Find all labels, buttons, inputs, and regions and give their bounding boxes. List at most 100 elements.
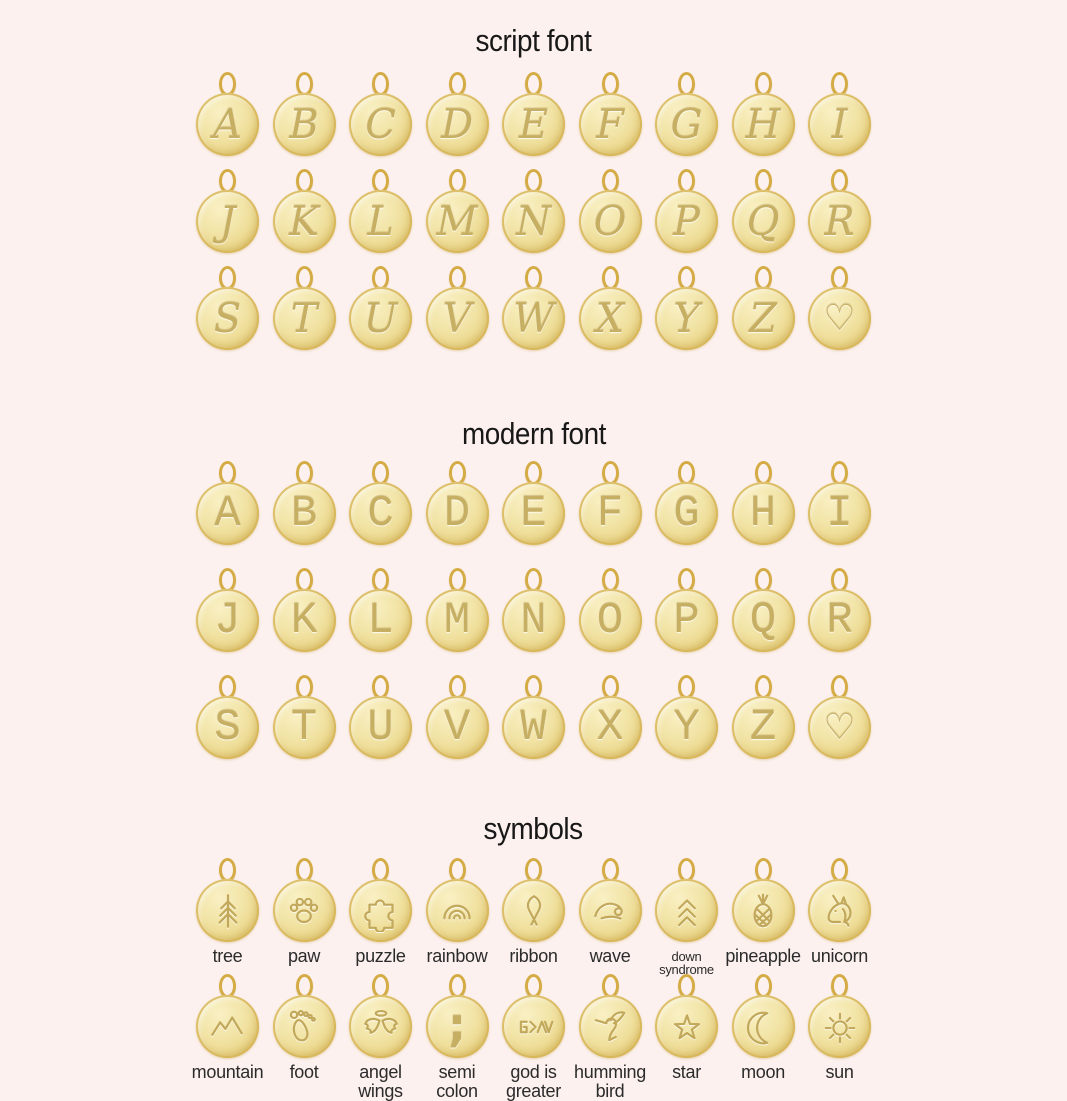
- charm: paw: [266, 858, 343, 972]
- charm: V: [419, 675, 496, 759]
- charm: K: [266, 169, 343, 253]
- charm-disc: I: [808, 93, 871, 156]
- symbol-label: rainbow: [426, 946, 488, 966]
- charm-grid-symbols: tree paw puzzle rainbow ribbon wave down syndr…: [189, 858, 878, 1101]
- charm-disc: N: [502, 589, 565, 652]
- charm: H: [725, 461, 802, 545]
- charm-disc: A: [196, 482, 259, 545]
- charm: Y: [648, 266, 725, 350]
- charm-disc: Z: [731, 696, 795, 759]
- charm-disc: L: [349, 589, 412, 652]
- section-title: symbols: [483, 811, 584, 846]
- charm-disc: [502, 995, 565, 1058]
- charm: wave: [572, 858, 649, 972]
- charm-grid-modern: A B C D E F G H I J K L M N O P Q R S T U V W X Y Z ♡: [189, 461, 878, 782]
- charm: J: [189, 568, 266, 652]
- god-is-greater-icon: [519, 1020, 553, 1033]
- charm-disc: J: [196, 589, 259, 652]
- engraved-letter: M: [443, 595, 471, 646]
- engraved-letter: O: [593, 198, 627, 245]
- charm-disc: B: [272, 482, 336, 545]
- symbol-label: sun: [825, 1062, 854, 1082]
- symbol-label: star: [672, 1062, 701, 1082]
- charm: R: [801, 169, 878, 253]
- charm-disc: R: [808, 190, 871, 253]
- charm-disc: [731, 879, 795, 942]
- charm-disc: ;: [425, 995, 489, 1058]
- symbol-label: foot: [289, 1062, 319, 1082]
- symbol-label: semi colon: [436, 1062, 478, 1101]
- charm: sun: [801, 974, 878, 1085]
- mountain-icon: [210, 1015, 243, 1036]
- charm-disc: I: [808, 482, 871, 545]
- symbol-label: angel wings: [358, 1062, 403, 1101]
- down-syndrome-icon: [677, 898, 696, 926]
- charm-disc: D: [425, 482, 489, 545]
- charm-disc: [272, 995, 336, 1058]
- charm: pineapple: [725, 858, 802, 972]
- symbol-label: down syndrome: [659, 949, 714, 977]
- charm: M: [419, 568, 496, 652]
- charm-disc: N: [502, 190, 565, 253]
- charm-disc: A: [196, 93, 259, 156]
- charm-disc: [502, 879, 565, 942]
- charm: P: [648, 568, 725, 652]
- charm: T: [266, 675, 343, 759]
- engraved-letter: I: [826, 488, 853, 539]
- charm-disc: E: [502, 93, 565, 156]
- charm: X: [572, 675, 649, 759]
- charm-catalog: script font A B C D E F G H I J K L M N O P Q R S T U V W X Y Z ♡ …: [189, 24, 878, 1101]
- charm-row: S T U V W X Y Z ♡: [189, 675, 878, 759]
- symbol-label: humming bird: [574, 1062, 646, 1101]
- charm: M: [419, 169, 496, 253]
- wave-icon: [594, 902, 623, 920]
- engraved-letter: K: [290, 595, 318, 646]
- engraved-letter: X: [595, 295, 625, 342]
- charm: B: [266, 461, 343, 545]
- engraved-letter: U: [367, 702, 394, 753]
- charm-disc: [425, 879, 489, 942]
- charm-disc: C: [349, 482, 412, 545]
- charm: K: [266, 568, 343, 652]
- heart-icon: ♡: [823, 297, 856, 339]
- star-icon: [673, 1013, 700, 1039]
- engraved-letter: W: [520, 702, 547, 753]
- symbol-label: moon: [741, 1062, 785, 1082]
- charm: ribbon: [495, 858, 572, 972]
- charm: O: [572, 169, 649, 253]
- charm: A: [189, 461, 266, 545]
- engraved-letter: V: [443, 702, 471, 753]
- charm: A: [189, 72, 266, 156]
- engraved-letter: K: [289, 198, 319, 245]
- charm: U: [342, 266, 419, 350]
- charm: N: [495, 169, 572, 253]
- charm: down syndrome: [648, 858, 725, 977]
- charm-disc: [578, 879, 642, 942]
- charm-disc: L: [349, 190, 412, 253]
- symbol-label: unicorn: [811, 946, 868, 966]
- section-modern-font: modern font A B C D E F G H I J K L M N O P Q R S T U V W X Y Z ♡: [189, 417, 878, 782]
- charm-disc: Y: [655, 287, 718, 350]
- charm: D: [419, 72, 496, 156]
- charm-disc: U: [349, 287, 412, 350]
- charm-disc: M: [425, 190, 489, 253]
- charm: U: [342, 675, 419, 759]
- charm: unicorn: [801, 858, 878, 972]
- charm-disc: [272, 879, 336, 942]
- engraved-letter: C: [367, 488, 394, 539]
- charm-disc: J: [196, 190, 259, 253]
- engraved-letter: P: [673, 198, 700, 245]
- engraved-letter: U: [363, 295, 398, 342]
- charm-disc: Z: [731, 287, 795, 350]
- engraved-letter: B: [290, 488, 318, 539]
- charm-disc: K: [272, 190, 336, 253]
- charm: G: [648, 461, 725, 545]
- engraved-letter: L: [367, 198, 394, 245]
- paw-icon: [289, 897, 319, 923]
- charm-disc: ♡: [808, 696, 871, 759]
- charm: H: [725, 72, 802, 156]
- puzzle-icon: [363, 898, 394, 932]
- symbol-label: tree: [212, 946, 243, 966]
